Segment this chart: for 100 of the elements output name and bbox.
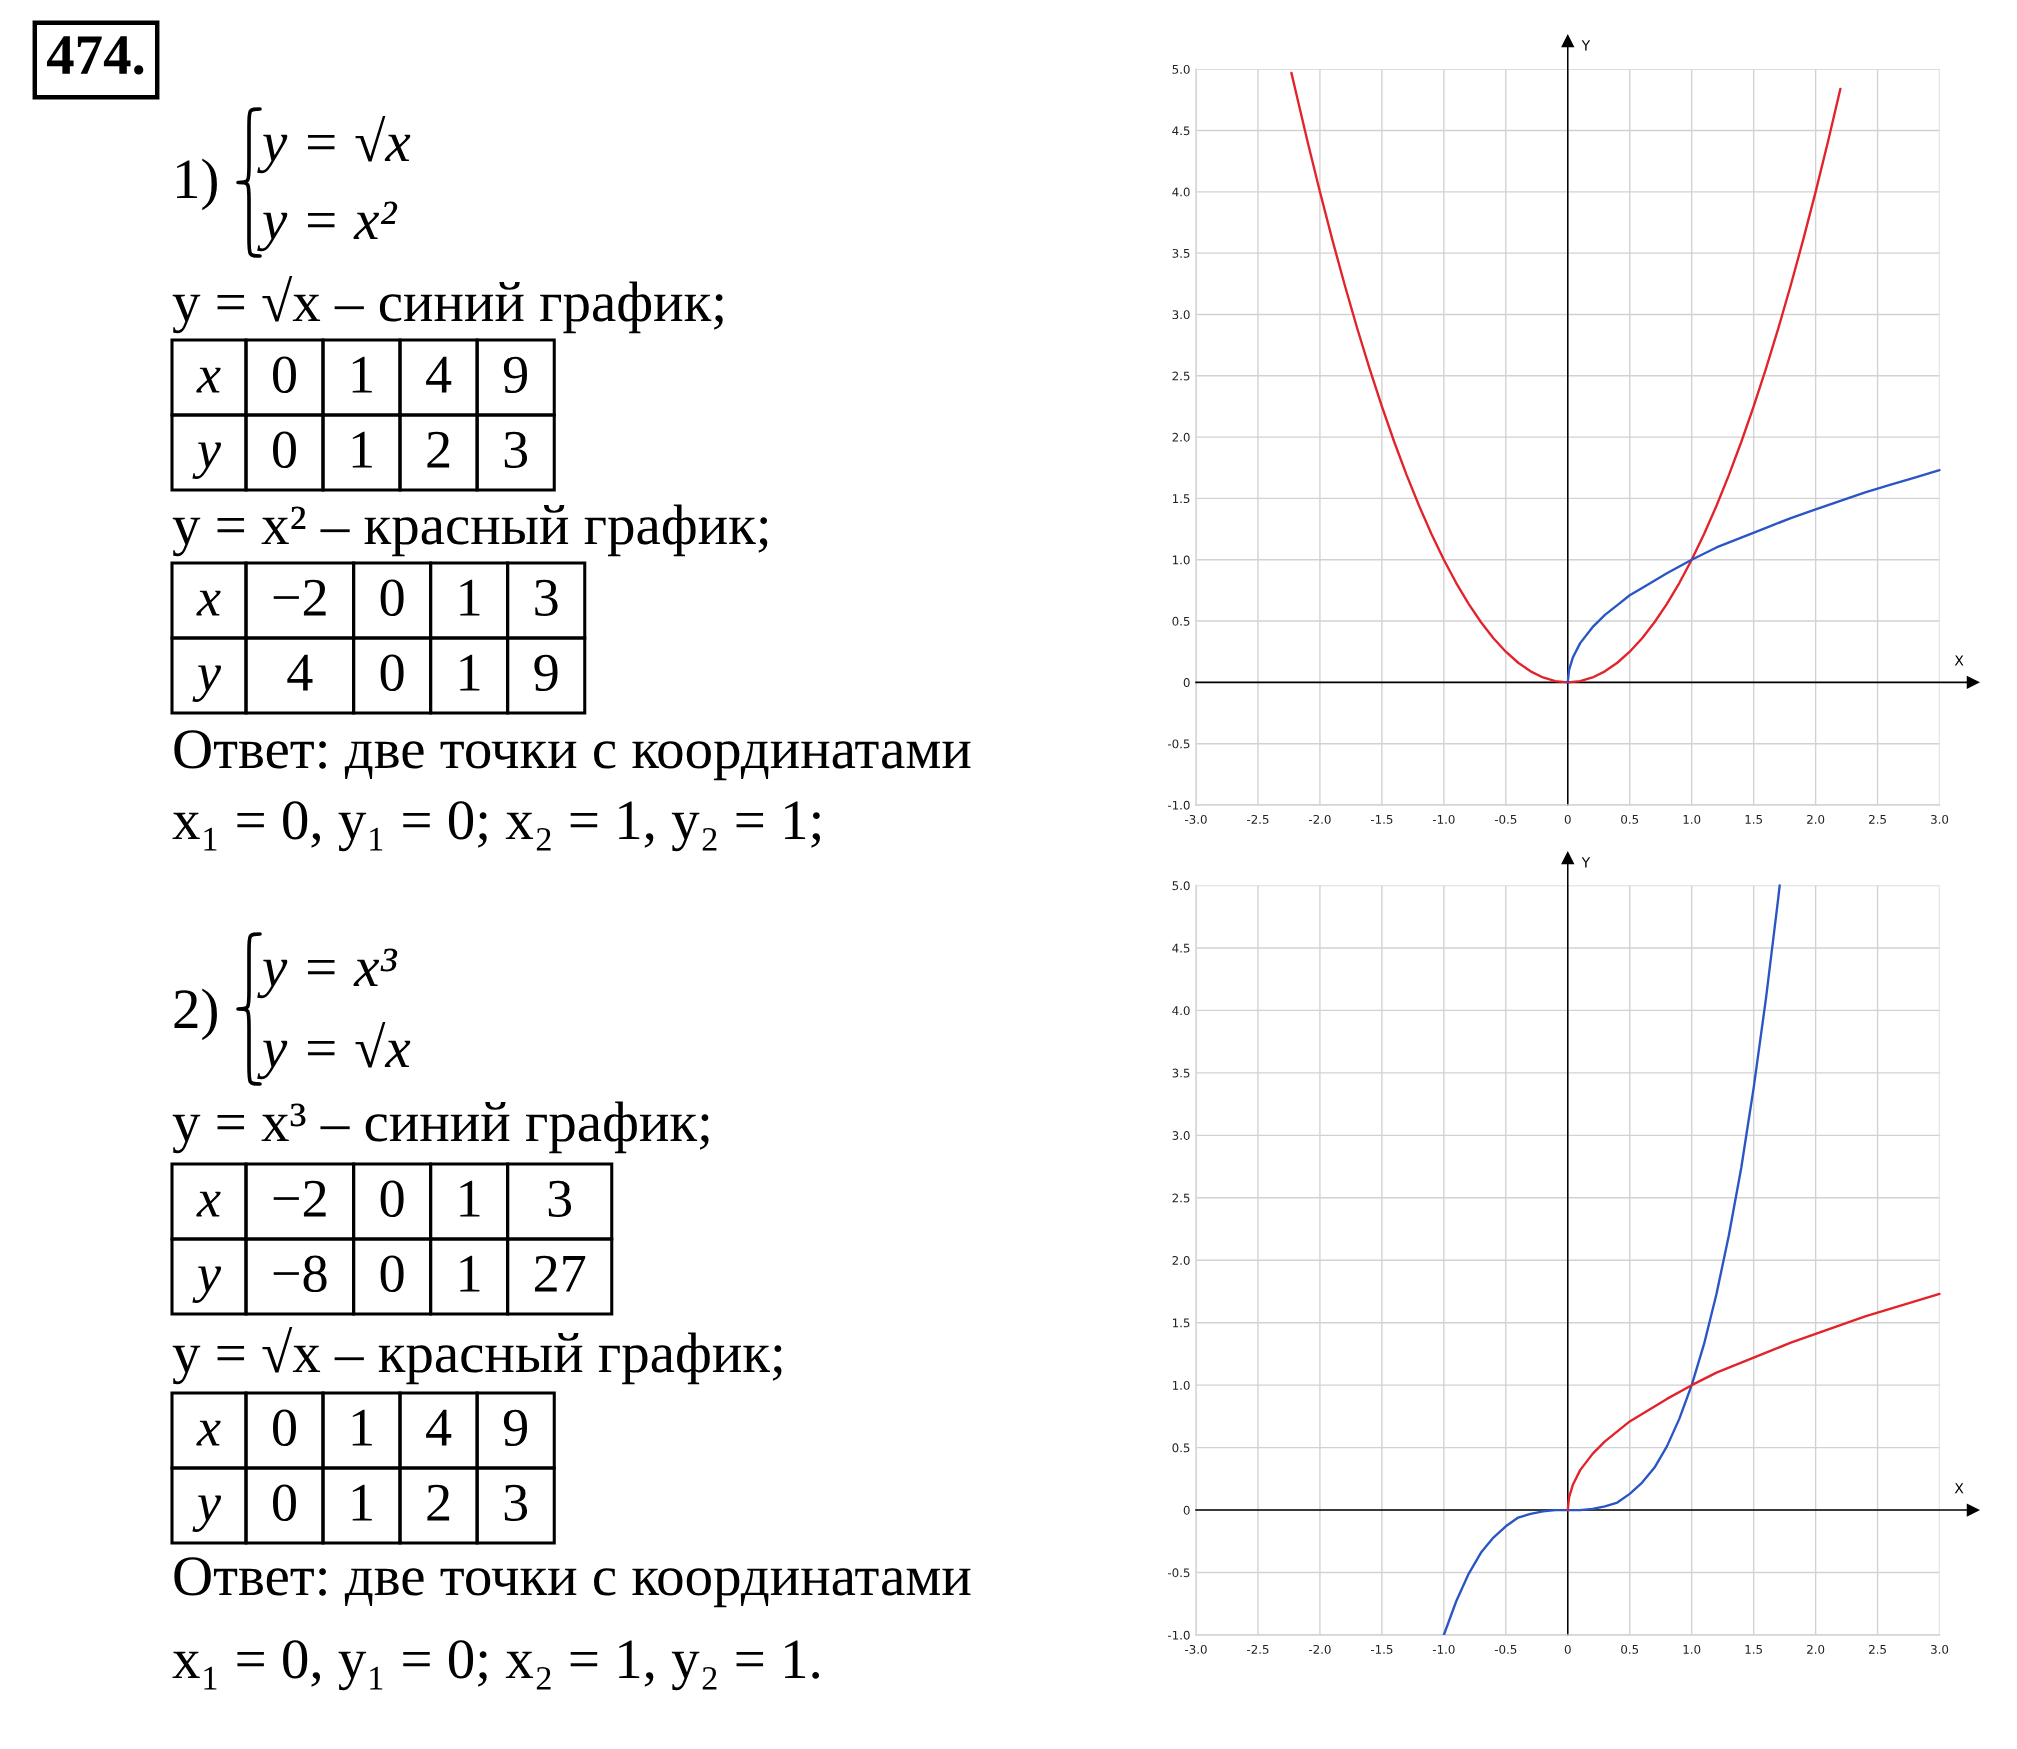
text: 1) <box>177 158 217 211</box>
text: y = √x <box>257 115 411 174</box>
text: 0 <box>273 356 296 394</box>
text: 1 <box>352 431 372 468</box>
y-tick-label: 3.0 <box>1172 1131 1190 1140</box>
x-tick-label: 3.0 <box>1931 1644 1949 1654</box>
x-tick-label: -1.0 <box>1432 1644 1455 1654</box>
x-tick-label: 3.0 <box>1931 814 1949 824</box>
x-tick-label: -1.5 <box>1370 1645 1393 1654</box>
y-tick-label: 5.0 <box>1172 881 1190 891</box>
text: x <box>196 1191 221 1217</box>
text: −2 <box>273 579 326 616</box>
y-tick-label: 0 <box>1183 678 1190 688</box>
y-tick-label: 1.0 <box>1172 555 1190 565</box>
text: 2) <box>174 988 217 1041</box>
text: y = x³ <box>257 948 398 999</box>
text: y = √x – синий график; <box>172 275 723 334</box>
y-tick-label: -0.5 <box>1167 739 1190 749</box>
text: 1 <box>460 1255 480 1292</box>
x-axis-title: X <box>1954 655 1964 666</box>
text: y = x³ – синий график; <box>172 1101 709 1154</box>
x-tick-label: 1.0 <box>1683 814 1701 824</box>
text: x <box>196 1420 221 1446</box>
text: 3 <box>535 579 558 617</box>
text: y <box>192 442 222 480</box>
line-series <box>1566 1292 1941 1512</box>
text: 474. <box>46 36 144 75</box>
text: 4 <box>426 1409 452 1446</box>
x-tick-label: -1.5 <box>1370 815 1393 824</box>
text: y = x² – красный график; <box>172 504 768 557</box>
y-tick-label: 2.0 <box>1172 432 1190 442</box>
text: 9 <box>503 356 528 394</box>
text: 0 <box>380 1180 404 1218</box>
text: 0 <box>380 579 404 617</box>
y-tick-label: 0.5 <box>1172 1443 1190 1453</box>
text: Ответ: две точки с координатами <box>174 730 971 781</box>
text: −8 <box>273 1255 327 1293</box>
y-tick-label: 5.0 <box>1172 64 1190 74</box>
text: y <box>192 1495 222 1533</box>
x-tick-label: 1.0 <box>1683 1644 1701 1654</box>
x-tick-label: -2.5 <box>1247 814 1269 824</box>
text: 0 <box>273 431 296 469</box>
text: −2 <box>273 1180 326 1217</box>
x-tick-label: -2.0 <box>1308 1644 1331 1654</box>
x-tick-label: 2.5 <box>1869 814 1886 824</box>
x-tick-label: -2.5 <box>1247 1644 1269 1654</box>
x-tick-label: 0.5 <box>1621 1644 1639 1654</box>
text: y = x² <box>257 201 398 252</box>
x-tick-label: 0 <box>1564 1644 1571 1654</box>
x-tick-label: 1.5 <box>1745 815 1763 824</box>
y-axis-title: Y <box>1581 857 1591 868</box>
x-tick-label: -0.5 <box>1494 814 1517 824</box>
y-tick-label: 3.5 <box>1172 248 1190 258</box>
text: 1 <box>352 1409 372 1446</box>
line-series <box>1566 469 1941 684</box>
x-tick-label: -2.0 <box>1308 814 1331 824</box>
x-tick-label: 2.0 <box>1807 1644 1825 1654</box>
text: y = √x – красный график; <box>172 1326 782 1385</box>
text: x₁ = 0, y₁ = 0; x₂ = 1, y₂ = 1. <box>172 1640 820 1691</box>
line-series <box>1290 71 1842 684</box>
text: x₁ = 0, y₁ = 0; x₂ = 1, y₂ = 1; <box>172 801 820 852</box>
y-tick-label: 3.0 <box>1172 310 1190 320</box>
text: 27 <box>534 1255 586 1292</box>
y-tick-label: 0 <box>1183 1505 1190 1515</box>
text: Ответ: две точки с координатами <box>174 1557 971 1608</box>
x-tick-label: -0.5 <box>1494 1644 1517 1654</box>
y-tick-label: 1.0 <box>1172 1380 1190 1390</box>
text: 9 <box>503 1409 528 1447</box>
y-tick-label: 2.5 <box>1172 1193 1190 1203</box>
text: 1 <box>460 579 480 616</box>
y-tick-label: 3.5 <box>1172 1068 1190 1078</box>
y-tick-label: 0.5 <box>1172 616 1190 626</box>
text: 3 <box>504 1484 528 1522</box>
text: 2 <box>427 1484 450 1521</box>
text: 0 <box>273 1484 296 1522</box>
y-tick-label: -1.0 <box>1167 800 1190 810</box>
text: 2 <box>427 431 450 468</box>
text: 1 <box>352 1484 372 1521</box>
text: x <box>196 590 221 616</box>
text: 1 <box>460 654 480 691</box>
text: 0 <box>380 1255 404 1293</box>
text: 4 <box>287 654 313 691</box>
y-tick-label: -0.5 <box>1167 1568 1190 1578</box>
text: y = √x <box>257 1021 411 1080</box>
text: 3 <box>504 431 528 469</box>
x-tick-label: 0 <box>1564 814 1571 824</box>
y-tick-label: 1.5 <box>1172 1318 1190 1328</box>
x-tick-label: -3.0 <box>1185 1644 1207 1654</box>
text: y <box>192 665 222 703</box>
y-tick-label: -1.0 <box>1167 1630 1190 1640</box>
text: 9 <box>534 654 558 692</box>
text: 1 <box>352 356 372 393</box>
x-tick-label: 1.5 <box>1745 1645 1763 1654</box>
text: x <box>196 367 221 393</box>
text: 1 <box>460 1180 480 1217</box>
x-tick-label: 2.0 <box>1807 814 1825 824</box>
text: 0 <box>380 654 404 692</box>
x-axis-title: X <box>1954 1483 1964 1494</box>
line-series <box>1442 884 1781 1635</box>
text: y <box>192 1266 222 1304</box>
